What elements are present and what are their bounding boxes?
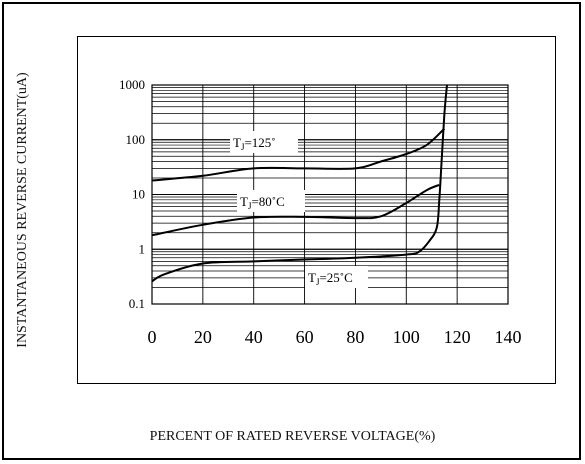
series-label-background [305, 266, 368, 288]
plot-area-border [151, 84, 509, 305]
series-label: TJ=125˚ [233, 135, 276, 152]
x-tick-label: 80 [346, 327, 364, 347]
y-tick-label: 0.1 [129, 296, 145, 311]
x-tick-label: 140 [495, 327, 522, 347]
series-line-1 [151, 127, 446, 182]
series-line-2 [151, 183, 440, 237]
x-tick-label: 120 [444, 327, 471, 347]
x-axis-label: PERCENT OF RATED REVERSE VOLTAGE(%) [149, 429, 436, 444]
y-tick-label: 100 [126, 132, 146, 147]
series-label-background [237, 190, 305, 212]
x-tick-label: 60 [296, 327, 314, 347]
series-line-3 [151, 84, 448, 283]
y-tick-label: 1000 [119, 77, 145, 92]
x-tick-label: 20 [194, 327, 212, 347]
series-label: TJ=80˚C [240, 194, 285, 211]
x-tick-label: 100 [393, 327, 420, 347]
plot-box [77, 36, 556, 384]
series-label-background [230, 131, 298, 153]
x-tick-label: 40 [245, 327, 263, 347]
figure-frame [2, 2, 581, 460]
x-tick-label: 0 [148, 327, 157, 347]
series-label: TJ=25˚C [308, 270, 353, 287]
y-tick-label: 1 [139, 241, 146, 256]
y-tick-label: 10 [132, 187, 145, 202]
